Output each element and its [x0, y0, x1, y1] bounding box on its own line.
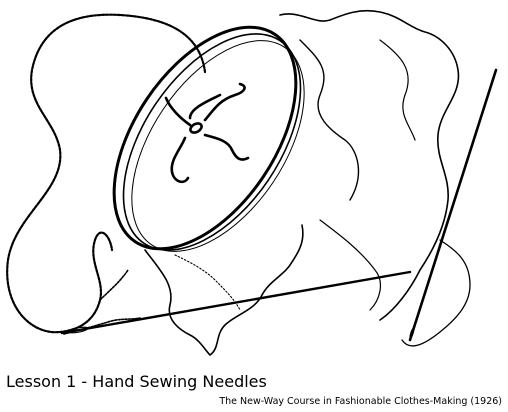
- fabric-lower-fold: [174, 254, 241, 311]
- embroidery-hoop-rim: [131, 40, 305, 252]
- right-needle-eye: [409, 327, 415, 339]
- embroidery-motif: [164, 82, 250, 184]
- fabric-drape: [279, 9, 460, 321]
- fabric-fold-2: [379, 39, 416, 141]
- thread-into-needle: [99, 269, 129, 301]
- fabric-fold-3: [319, 219, 382, 311]
- sewing-illustration: [6, 9, 498, 356]
- fabric-lower: [144, 224, 304, 356]
- bottom-needle-thread: [63, 317, 141, 335]
- right-needle: [408, 68, 498, 342]
- embroidery-hoop-outer: [112, 25, 298, 251]
- embroidery-hoop-inner: [122, 33, 302, 251]
- bottom-needle: [60, 270, 412, 335]
- source-credit: The New-Way Course in Fashionable Clothe…: [219, 396, 502, 407]
- fabric-fold-1: [299, 39, 360, 201]
- right-needle-thread: [401, 239, 471, 347]
- lesson-title: Lesson 1 - Hand Sewing Needles: [6, 372, 267, 391]
- loose-thread-left: [6, 13, 207, 334]
